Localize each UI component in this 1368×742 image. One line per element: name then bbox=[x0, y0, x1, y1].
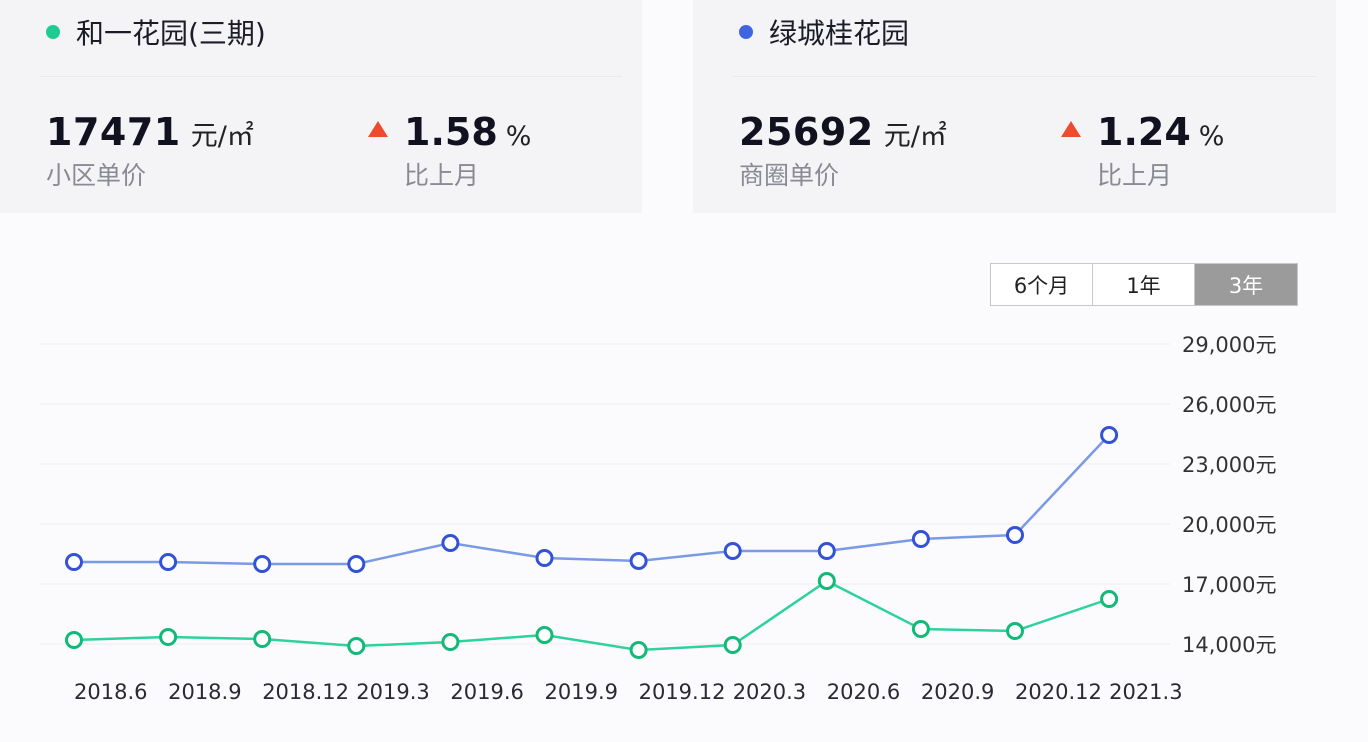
x-axis-tick-label: 2019.12 bbox=[638, 680, 726, 704]
series-line bbox=[73, 579, 1110, 652]
y-axis-tick-label: 26,000元 bbox=[1182, 393, 1277, 417]
percent-unit: % bbox=[505, 121, 532, 152]
divider bbox=[40, 76, 622, 77]
data-point-marker[interactable] bbox=[159, 553, 178, 571]
data-point-marker[interactable] bbox=[441, 633, 460, 651]
community-title-row: 和一花园(三期) bbox=[46, 14, 266, 50]
district-title-row: 绿城桂花园 bbox=[739, 14, 909, 50]
data-point-marker[interactable] bbox=[159, 628, 178, 646]
y-axis-tick-label: 17,000元 bbox=[1182, 573, 1277, 597]
data-point-marker[interactable] bbox=[535, 626, 554, 644]
x-axis-tick-label: 2020.3 bbox=[732, 680, 807, 704]
community-change-value: 1.58 bbox=[404, 110, 498, 154]
data-point-marker[interactable] bbox=[911, 620, 930, 638]
y-axis-tick-label: 29,000元 bbox=[1182, 333, 1277, 357]
blue-dot-icon bbox=[739, 25, 753, 39]
data-point-marker[interactable] bbox=[911, 530, 930, 548]
x-axis-tick-label: 2020.9 bbox=[920, 680, 995, 704]
x-axis-tick-label: 2019.3 bbox=[356, 680, 430, 704]
data-point-marker[interactable] bbox=[723, 636, 742, 654]
data-point-marker[interactable] bbox=[347, 637, 366, 655]
data-point-marker[interactable] bbox=[441, 534, 460, 552]
y-axis-tick-label: 20,000元 bbox=[1182, 513, 1277, 537]
data-point-marker[interactable] bbox=[535, 549, 554, 567]
community-price-value: 17471 bbox=[46, 110, 181, 154]
district-change-label: 比上月 bbox=[1097, 161, 1173, 190]
x-axis-tick-label: 2019.6 bbox=[450, 680, 524, 704]
community-change-label: 比上月 bbox=[404, 161, 480, 190]
data-point-marker[interactable] bbox=[629, 641, 648, 659]
community-change: 1.58 % bbox=[368, 110, 531, 154]
data-point-marker[interactable] bbox=[723, 542, 742, 560]
district-price-value: 25692 bbox=[739, 110, 874, 154]
y-axis-tick-label: 14,000元 bbox=[1182, 633, 1277, 657]
district-name: 绿城桂花园 bbox=[769, 17, 910, 50]
district-change: 1.24 % bbox=[1061, 110, 1224, 154]
up-arrow-icon bbox=[1061, 121, 1081, 137]
price-unit: 元/㎡ bbox=[190, 121, 254, 152]
data-point-marker[interactable] bbox=[1006, 622, 1024, 640]
divider bbox=[733, 76, 1316, 77]
community-price-label: 小区单价 bbox=[46, 161, 147, 190]
x-axis-tick-label: 2018.9 bbox=[168, 680, 242, 704]
x-axis-tick-label: 2018.6 bbox=[74, 680, 148, 704]
range-tab-1-year[interactable]: 1年 bbox=[1093, 264, 1195, 305]
x-axis-tick-label: 2021.3 bbox=[1109, 680, 1183, 704]
district-price: 25692 元/㎡ bbox=[739, 110, 947, 154]
up-arrow-icon bbox=[368, 121, 388, 137]
data-point-marker[interactable] bbox=[817, 542, 836, 560]
district-price-label: 商圈单价 bbox=[739, 161, 840, 190]
percent-unit: % bbox=[1198, 121, 1225, 152]
data-point-marker[interactable] bbox=[1100, 426, 1119, 444]
x-axis-tick-label: 2019.9 bbox=[544, 680, 618, 704]
data-point-marker[interactable] bbox=[347, 555, 366, 573]
x-axis-tick-label: 2020.12 bbox=[1015, 680, 1102, 704]
data-point-marker[interactable] bbox=[253, 555, 272, 573]
community-name: 和一花园(三期) bbox=[76, 17, 266, 50]
x-axis-tick-label: 2018.12 bbox=[262, 680, 350, 704]
range-tab-6-months[interactable]: 6个月 bbox=[991, 264, 1093, 305]
district-card: 绿城桂花园 25692 元/㎡ 商圈单价 1.24 % 比上月 bbox=[693, 0, 1336, 213]
community-card: 和一花园(三期) 17471 元/㎡ 小区单价 1.58 % 比上月 bbox=[0, 0, 642, 213]
data-point-marker[interactable] bbox=[1006, 526, 1024, 544]
data-point-marker[interactable] bbox=[65, 631, 83, 649]
green-dot-icon bbox=[46, 25, 60, 39]
x-axis-tick-label: 2020.6 bbox=[826, 680, 901, 704]
data-point-marker[interactable] bbox=[1100, 590, 1119, 608]
district-change-value: 1.24 bbox=[1097, 110, 1191, 154]
range-tab-3-years[interactable]: 3年 bbox=[1195, 264, 1297, 305]
price-unit: 元/㎡ bbox=[883, 121, 947, 152]
series-line bbox=[74, 434, 1111, 566]
y-axis-tick-label: 23,000元 bbox=[1182, 453, 1277, 477]
data-point-marker[interactable] bbox=[253, 630, 272, 648]
community-price: 17471 元/㎡ bbox=[46, 110, 254, 154]
data-point-marker[interactable] bbox=[65, 553, 83, 571]
data-point-marker[interactable] bbox=[629, 552, 648, 570]
time-range-selector: 6个月 1年 3年 bbox=[990, 263, 1298, 306]
data-point-marker[interactable] bbox=[817, 572, 836, 590]
